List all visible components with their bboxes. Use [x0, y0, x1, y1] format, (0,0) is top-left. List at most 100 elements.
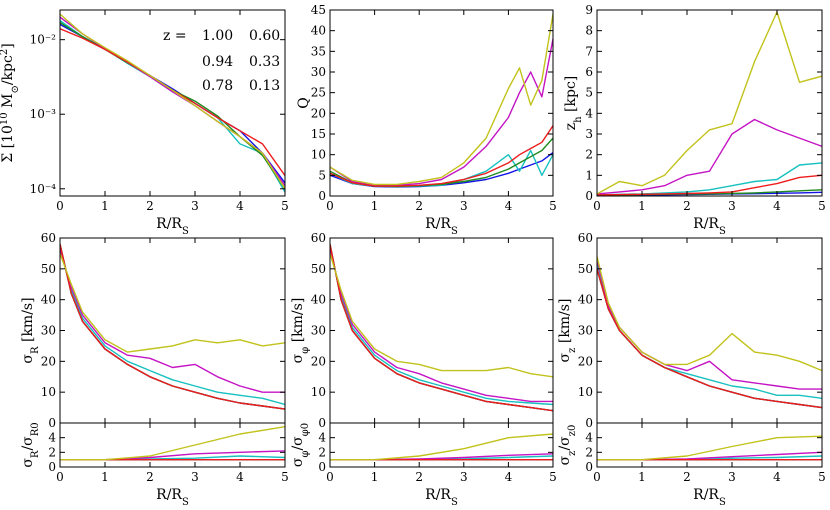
x-tick-label: 5 [818, 199, 826, 213]
y-axis-label: σR/σR0 [20, 422, 41, 467]
x-tick-label: 4 [505, 470, 513, 484]
series-line-z0.78 [60, 28, 285, 177]
y-tick-label: 20 [578, 354, 593, 368]
y-tick-label: 10 [41, 385, 56, 399]
axes-frame [59, 9, 286, 197]
y-axis-label: Σ [1010 M⊙/kpc2] [0, 43, 21, 162]
series-line-z0.78 [60, 244, 285, 410]
x-tick-label: 1 [371, 199, 379, 213]
x-axis-label: R/RS [156, 487, 189, 508]
y-tick-label: 40 [311, 293, 326, 307]
panel-sigPhi: 0 10 20 30 40 50 60 σφ [km/s] [290, 231, 554, 430]
y-tick-label: 35 [311, 44, 326, 58]
x-tick-label: 3 [460, 470, 468, 484]
x-tick-label: 1 [638, 470, 646, 484]
legend-entry-1: 1.00 [202, 28, 233, 44]
series-group [597, 435, 822, 461]
y-tick-label: 10⁻⁴ [30, 182, 57, 196]
x-tick-label: 5 [281, 199, 289, 213]
series-group [597, 256, 822, 409]
series-line-z0.13 [60, 426, 285, 461]
y-tick-label: 10 [311, 148, 326, 162]
panel-sigZ: 0 10 20 30 40 50 60 σz [km/s] [557, 231, 823, 430]
axes-frame [59, 422, 286, 468]
legend: z = 1.00 0.60 0.94 0.33 0.78 0.13 [163, 28, 280, 94]
y-tick-label: 10 [311, 385, 326, 399]
panels-group: 0 1 2 3 4 5 10⁻⁴ 10⁻³ 10⁻² Σ [1010 M⊙/kpc2] R/RS 0 1… [0, 3, 826, 508]
y-tick-label: 0 [318, 189, 326, 203]
y-tick-label: 5 [585, 86, 593, 100]
x-tick-label: 1 [371, 470, 379, 484]
series-line-z0.94 [597, 268, 822, 409]
series-line-z0.13 [330, 13, 553, 186]
x-axis-label: R/RS [156, 216, 189, 237]
series-group [330, 13, 553, 188]
x-tick-label: 2 [683, 470, 691, 484]
y-tick-label: 0 [48, 416, 56, 430]
series-line-z0.60 [60, 247, 285, 406]
y-tick-label: 0 [318, 416, 326, 430]
y-tick-label: 60 [578, 231, 593, 245]
y-tick-label: 4 [318, 431, 326, 445]
y-tick-label: 2 [48, 445, 56, 459]
panel-sigR: 0 10 20 30 40 50 60 σR [km/s] [20, 231, 286, 430]
y-tick-label: 6 [585, 65, 593, 79]
x-tick-label: 3 [191, 470, 199, 484]
y-tick-label: 4 [585, 431, 593, 445]
x-tick-label: 2 [415, 470, 423, 484]
x-axis-label: R/RS [425, 487, 458, 508]
series-line-z0.60 [597, 262, 822, 399]
series-line-z0.78 [597, 174, 822, 196]
y-tick-label: 30 [311, 324, 326, 338]
panel-sigma: 0 1 2 3 4 5 10⁻⁴ 10⁻³ 10⁻² Σ [1010 M⊙/kpc2] R/RS [0, 9, 289, 237]
y-tick-label: 10 [578, 385, 593, 399]
x-tick-label: 5 [818, 470, 826, 484]
series-line-z0.13 [60, 13, 285, 190]
y-tick-label: 10⁻³ [30, 107, 57, 121]
series-group [60, 13, 285, 193]
y-tick-label: 60 [41, 231, 56, 245]
x-tick-label: 2 [146, 470, 154, 484]
y-tick-label: 0 [585, 460, 593, 474]
axes-frame [596, 9, 823, 197]
x-tick-label: 0 [56, 199, 64, 213]
x-tick-label: 1 [101, 470, 109, 484]
series-line-z0.78 [330, 244, 553, 412]
y-tick-label: 0 [585, 189, 593, 203]
series-line-z1.00 [597, 268, 822, 409]
x-tick-label: 3 [460, 199, 468, 213]
series-line-z0.33 [60, 250, 285, 393]
y-axis-label: σz [km/s] [557, 299, 578, 363]
series-line-z0.33 [330, 38, 553, 187]
x-tick-label: 2 [415, 199, 423, 213]
panel-zh: 0 1 2 3 4 5 0 1 2 3 4 5 6 7 8 9 zh [kpc] R/RS [563, 3, 826, 237]
y-tick-label: 50 [578, 262, 593, 276]
series-group [60, 244, 285, 410]
x-tick-label: 0 [326, 199, 334, 213]
y-tick-label: 9 [585, 3, 593, 17]
y-tick-label: 7 [585, 44, 593, 58]
y-axis-label: σφ [km/s] [290, 298, 311, 364]
legend-entry-3: 0.94 [202, 54, 233, 70]
y-tick-label: 8 [585, 24, 593, 38]
series-line-z0.13 [60, 253, 285, 353]
axes-frame [329, 9, 554, 197]
series-group [60, 426, 285, 461]
series-line-z0.13 [330, 253, 553, 378]
x-tick-label: 4 [236, 470, 244, 484]
x-tick-label: 0 [326, 470, 334, 484]
series-line-z0.13 [597, 11, 822, 195]
series-line-z0.60 [330, 247, 553, 406]
y-tick-label: 0 [585, 416, 593, 430]
y-tick-label: 2 [585, 445, 593, 459]
y-tick-label: 30 [311, 65, 326, 79]
y-tick-label: 30 [578, 324, 593, 338]
y-tick-label: 10⁻² [30, 33, 57, 47]
legend-entry-5: 0.78 [202, 78, 233, 94]
x-tick-label: 4 [773, 470, 781, 484]
legend-entry-2: 0.60 [249, 28, 280, 44]
y-tick-label: 40 [578, 293, 593, 307]
series-line-z0.78 [597, 268, 822, 409]
